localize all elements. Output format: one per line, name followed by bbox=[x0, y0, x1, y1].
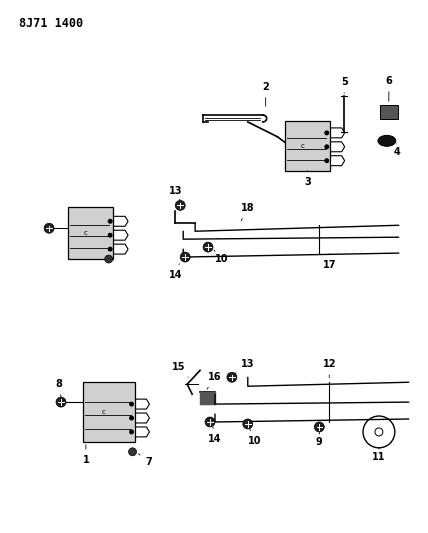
Circle shape bbox=[44, 223, 54, 233]
Text: 16: 16 bbox=[207, 372, 222, 389]
Bar bbox=[285, 121, 330, 171]
Circle shape bbox=[129, 416, 134, 421]
Text: c: c bbox=[102, 409, 106, 415]
Text: 13: 13 bbox=[169, 187, 182, 200]
Text: 8J71 1400: 8J71 1400 bbox=[19, 17, 83, 30]
Circle shape bbox=[129, 402, 134, 407]
Circle shape bbox=[203, 242, 213, 252]
Text: 1: 1 bbox=[83, 445, 89, 465]
Text: 6: 6 bbox=[386, 76, 392, 101]
Text: 7: 7 bbox=[139, 454, 152, 467]
Circle shape bbox=[180, 252, 190, 262]
Circle shape bbox=[108, 219, 113, 224]
Text: 8: 8 bbox=[56, 379, 62, 397]
Text: 13: 13 bbox=[234, 359, 255, 374]
Text: 3: 3 bbox=[304, 171, 311, 187]
Text: 14: 14 bbox=[169, 264, 182, 280]
Circle shape bbox=[108, 233, 113, 238]
Circle shape bbox=[227, 373, 237, 382]
Text: 12: 12 bbox=[322, 359, 336, 377]
Polygon shape bbox=[200, 392, 215, 404]
Circle shape bbox=[175, 200, 185, 211]
Text: 18: 18 bbox=[241, 204, 255, 221]
Circle shape bbox=[56, 397, 66, 407]
Text: 5: 5 bbox=[341, 77, 348, 93]
Bar bbox=[68, 207, 113, 259]
Text: 10: 10 bbox=[248, 429, 262, 446]
Ellipse shape bbox=[378, 135, 396, 146]
Text: 17: 17 bbox=[322, 254, 336, 270]
Circle shape bbox=[324, 144, 329, 149]
Text: 11: 11 bbox=[372, 448, 386, 462]
Circle shape bbox=[105, 255, 113, 263]
Text: c: c bbox=[84, 230, 88, 236]
Circle shape bbox=[324, 131, 329, 135]
Text: 2: 2 bbox=[262, 82, 269, 106]
Circle shape bbox=[128, 448, 137, 456]
Bar bbox=[83, 382, 134, 442]
Text: 4: 4 bbox=[393, 144, 400, 157]
Text: 14: 14 bbox=[208, 427, 222, 444]
Text: 15: 15 bbox=[172, 362, 188, 377]
Circle shape bbox=[129, 430, 134, 434]
Circle shape bbox=[314, 422, 324, 432]
Circle shape bbox=[108, 247, 113, 252]
Text: 9: 9 bbox=[316, 432, 323, 447]
Circle shape bbox=[324, 158, 329, 163]
Bar bbox=[380, 104, 398, 119]
Text: 10: 10 bbox=[214, 250, 229, 264]
Circle shape bbox=[243, 419, 253, 429]
Circle shape bbox=[205, 417, 215, 427]
Text: c: c bbox=[300, 143, 304, 149]
